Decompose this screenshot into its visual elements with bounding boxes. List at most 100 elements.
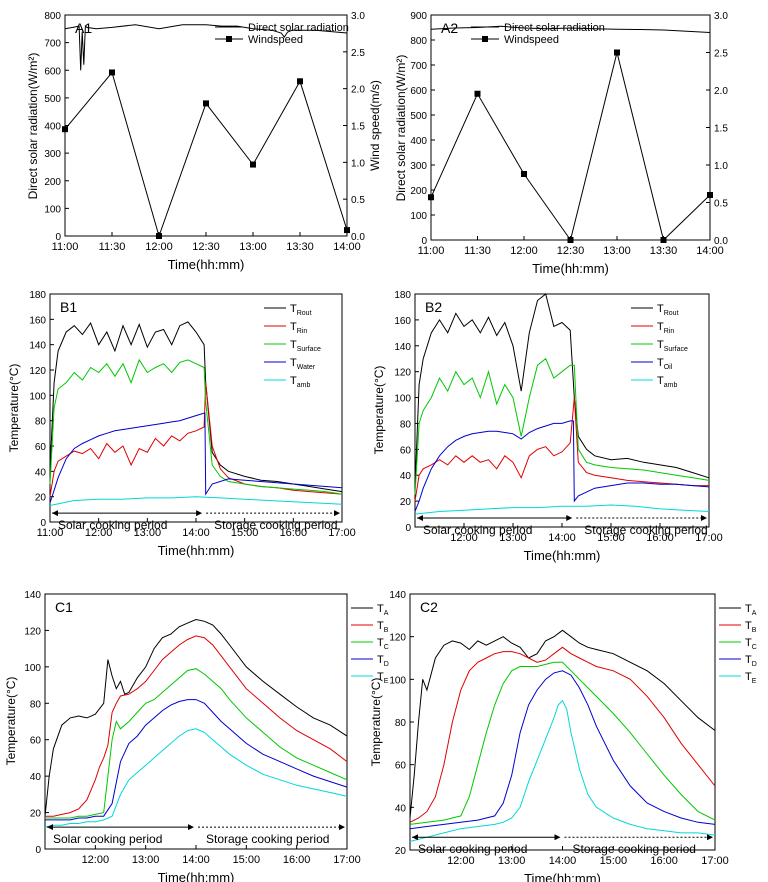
c2-y-tick-label: 60 [395, 761, 407, 772]
a2-x-tick-label: 11:30 [464, 245, 491, 257]
b1-y-tick-label: 20 [35, 493, 47, 504]
b2-x-tick-label: 12:00 [450, 532, 478, 544]
c2-x-tick-label: 14:00 [549, 855, 577, 867]
a2-y-axis-title: Direct solar radiation(W/m²) [394, 55, 408, 202]
b1-x-axis-title: Time(hh:mm) [158, 543, 235, 558]
c1-legend-label: TB [377, 620, 389, 634]
b1-arrowhead-mid [196, 510, 203, 517]
c2-legend-label: TC [745, 637, 757, 651]
b1-legend-label: Tamb [290, 375, 310, 389]
b1-y-axis-title: Temperature(°C) [7, 364, 21, 453]
b2-series-t-oil [414, 420, 710, 512]
a2-x-tick-label: 12:30 [557, 245, 585, 257]
b1-series-t-surface [49, 358, 343, 495]
c1-x-tick-label: 15:00 [233, 854, 261, 866]
b1-y-tick-label: 160 [29, 315, 46, 326]
c2-y-axis-title: Temperature(°C) [369, 678, 383, 767]
c2-arrowhead-mid [554, 834, 561, 841]
b1-storage-period-label: Storage cooking period [214, 518, 337, 532]
b2-x-tick-label: 15:00 [597, 532, 625, 544]
b2-storage-period-label: Storage cooking period [584, 523, 707, 537]
a2-legend-label: Windspeed [504, 34, 559, 46]
chart-c2: 12:00 13:00 14:00 15:00 16:00 17:00 20 40 60 80 10… [369, 590, 757, 882]
c1-y-tick-label: 80 [30, 699, 42, 710]
a2-y-tick-label: 0 [421, 236, 427, 247]
b2-legend-label: Tamb [657, 375, 677, 389]
b1-series-t-amb [49, 496, 343, 506]
b2-series-t-amb [414, 504, 710, 515]
c2-series-t-a [409, 629, 716, 819]
a1-x-tick-label: 12:30 [192, 241, 220, 253]
b2-y-tick-label: 180 [394, 290, 411, 301]
a2-y-tick-label: 800 [410, 36, 427, 47]
a1-y-axis-title: Direct solar radiation(W/m²) [26, 53, 40, 200]
b2-x-axis-title: Time(hh:mm) [524, 548, 601, 563]
b1-arrowhead-left [52, 510, 58, 517]
c1-legend-label: TD [377, 654, 389, 668]
a1-legend-marker [226, 36, 232, 42]
b1-x-tick-label: 13:00 [134, 527, 162, 539]
c1-y-tick-label: 100 [24, 663, 41, 674]
c2-y-tick-label: 80 [395, 718, 407, 729]
b1-x-tick-label: 12:00 [85, 527, 113, 539]
c2-y-tick-label: 140 [389, 590, 406, 601]
a2-y2-tick-label: 2.5 [714, 49, 728, 60]
a2-y2-tick-label: 1.5 [714, 124, 728, 135]
c1-series-t-c [45, 668, 348, 819]
b2-y-tick-label: 120 [394, 368, 411, 379]
b2-series-t-rin [414, 397, 709, 502]
a1-windspeed-point [62, 126, 68, 133]
b2-y-tick-label: 20 [400, 497, 412, 508]
b2-y-tick-label: 140 [394, 342, 411, 353]
c1-arrowhead-right [339, 824, 345, 831]
a1-y-tick-label: 700 [44, 39, 61, 50]
b2-legend-label: TSurface [657, 339, 688, 353]
b2-solar-period-label: Solar cooking period [423, 523, 532, 537]
a1-windspeed-point [109, 69, 115, 76]
a2-y-tick-label: 500 [410, 111, 427, 122]
c2-legend-label: TB [745, 620, 757, 634]
c1-x-tick-label: 12:00 [82, 854, 110, 866]
c1-legend-label: TC [377, 637, 389, 651]
b2-y-axis-title: Temperature(°C) [372, 366, 386, 455]
c2-panel-label: C2 [420, 599, 438, 615]
b1-legend-label: TSurface [290, 339, 321, 353]
b2-panel-label: B2 [425, 299, 442, 315]
b2-x-tick-label: 13:00 [499, 532, 527, 544]
b2-x-tick-label: 14:00 [548, 532, 576, 544]
a1-x-tick-label: 12:00 [145, 241, 173, 253]
a1-x-tick-label: 13:00 [239, 241, 267, 253]
c2-x-tick-label: 15:00 [600, 855, 628, 867]
b1-y-tick-label: 140 [29, 341, 46, 352]
chart-a2: 11:00 11:30 12:00 12:30 13:00 13:30 14:00 0 100 2… [394, 11, 728, 276]
a1-plot-frame [64, 14, 348, 237]
a2-y-tick-label: 200 [410, 186, 427, 197]
b1-y-tick-label: 180 [29, 290, 46, 301]
a2-y-tick-label: 600 [410, 86, 427, 97]
a2-windspeed-point [614, 49, 620, 56]
c2-x-tick-label: 17:00 [701, 855, 729, 867]
b1-arrowhead-right [334, 510, 340, 517]
a2-plot-frame [430, 14, 711, 241]
c2-legend-label: TD [745, 654, 757, 668]
c1-solar-period-label: Solar cooking period [53, 832, 162, 846]
c1-series-t-d [45, 699, 348, 821]
a1-y2-tick-label: 1.0 [351, 158, 365, 169]
b2-legend-label: TRin [657, 321, 674, 335]
c2-series-t-e [409, 699, 716, 842]
b2-series-t-rout [414, 293, 710, 489]
a2-y-tick-label: 100 [410, 211, 427, 222]
c2-series-t-c [409, 661, 716, 825]
a2-x-tick-label: 13:30 [650, 245, 678, 257]
a1-windspeed-point [297, 78, 303, 85]
a2-x-tick-label: 13:00 [603, 245, 631, 257]
c1-x-tick-label: 14:00 [182, 854, 210, 866]
c1-y-tick-label: 20 [30, 809, 42, 820]
a2-windspeed-point [567, 237, 574, 243]
b1-legend-label: TRout [290, 303, 312, 317]
c1-arrowhead-left [47, 824, 53, 831]
b1-series-t-rout [49, 321, 343, 493]
c1-series-t-e [44, 728, 348, 828]
c2-y-tick-label: 120 [389, 633, 406, 644]
a1-legend-label: Direct solar radiation [248, 22, 349, 34]
